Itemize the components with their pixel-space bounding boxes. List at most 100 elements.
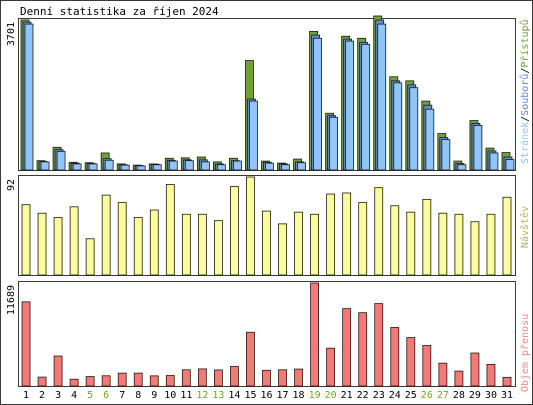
- x-tick-label: 10: [164, 390, 176, 401]
- bar-pages: [152, 164, 162, 171]
- bar-pages: [104, 159, 114, 171]
- chart-panels: 3701Stránek/Souborů/Přístupů92Návštěv116…: [6, 15, 531, 392]
- bar-visits: [101, 194, 111, 276]
- bar-pages: [505, 159, 515, 171]
- y-legend: Objem přenosu: [519, 314, 531, 392]
- bar-visits: [326, 193, 336, 276]
- bar-pages: [489, 152, 499, 171]
- bar-bandwidth: [117, 372, 127, 387]
- x-tick-label: 16: [260, 390, 272, 401]
- bar-visits: [486, 213, 496, 276]
- x-tick-label: 7: [119, 390, 125, 401]
- bar-visits: [422, 198, 432, 276]
- bar-bandwidth: [214, 369, 223, 387]
- x-tick-label: 12: [196, 390, 208, 401]
- x-tick-label: 19: [309, 390, 321, 401]
- bar-bandwidth: [486, 364, 496, 387]
- bar-visits: [406, 211, 416, 276]
- bar-visits: [358, 202, 368, 276]
- bar-bandwidth: [470, 352, 480, 387]
- x-tick-label: 13: [212, 390, 224, 401]
- x-tick-label: 26: [421, 390, 433, 401]
- x-tick-label: 1: [23, 390, 29, 401]
- bar-visits: [85, 238, 95, 276]
- x-axis-labels: 1 2 3 4 5 6 7 8 9 10 11 12 13 14 15 16 17 18 19 20 21 22 23 24 2…: [23, 390, 513, 401]
- x-tick-label: 3: [55, 390, 61, 401]
- x-tick-label: 27: [437, 390, 449, 401]
- bar-pages: [265, 162, 274, 171]
- bar-visits: [342, 192, 352, 276]
- bar-pages: [345, 40, 355, 171]
- bar-pages: [377, 23, 387, 171]
- bar-visits: [69, 206, 79, 276]
- bar-visits: [149, 209, 159, 276]
- bar-pages: [249, 100, 258, 171]
- bar-visits: [53, 217, 63, 276]
- bar-bandwidth: [438, 362, 448, 387]
- y-legend-part: Souborů: [519, 74, 531, 116]
- x-tick-label: 20: [325, 390, 337, 401]
- bar-visits: [278, 223, 287, 276]
- bar-pages: [40, 161, 50, 171]
- bar-visits: [117, 202, 127, 276]
- x-tick-label: 4: [71, 390, 77, 401]
- bar-visits: [181, 213, 191, 276]
- bar-bandwidth: [406, 337, 416, 387]
- bar-bandwidth: [422, 345, 432, 387]
- bar-bandwidth: [165, 375, 175, 387]
- y-legend-part: /: [520, 116, 531, 122]
- bar-visits: [21, 204, 31, 276]
- y-legend-part: Přístupů: [519, 19, 531, 67]
- panel-frame: [18, 175, 516, 276]
- bar-visits: [390, 205, 400, 276]
- bar-bandwidth: [85, 376, 95, 387]
- y-legend: Návštěv: [519, 206, 531, 248]
- bar-pages: [72, 163, 82, 171]
- bar-pages: [457, 164, 467, 171]
- bar-pages: [473, 125, 483, 171]
- y-legend-part: /: [520, 68, 531, 74]
- bar-pages: [329, 116, 339, 171]
- bar-visits: [37, 212, 47, 276]
- bar-bandwidth: [133, 372, 143, 387]
- x-tick-label: 9: [151, 390, 157, 401]
- bar-bandwidth: [230, 365, 239, 387]
- bar-pages: [24, 23, 34, 171]
- bar-pages: [297, 162, 306, 171]
- bar-visits: [246, 176, 255, 276]
- bar-visits: [230, 186, 239, 276]
- bar-visits: [197, 213, 207, 276]
- bar-visits: [294, 211, 303, 276]
- bar-pages: [361, 43, 371, 171]
- bar-visits: [214, 220, 223, 276]
- panel-3: 11689 Objem přenosu: [6, 281, 531, 392]
- y-legend: Stránek/Souborů/Přístupů: [519, 19, 531, 164]
- bar-bandwidth: [358, 312, 368, 387]
- x-tick-label: 21: [341, 390, 353, 401]
- bar-pages: [184, 160, 194, 171]
- x-tick-label: 15: [244, 390, 256, 401]
- bar-visits: [502, 196, 512, 276]
- x-tick-label: 6: [103, 390, 109, 401]
- bar-bandwidth: [326, 347, 336, 387]
- bar-bandwidth: [310, 282, 319, 387]
- bar-pages: [281, 164, 290, 171]
- bar-visits: [310, 213, 319, 276]
- bar-visits: [165, 184, 175, 276]
- bar-bandwidth: [374, 303, 384, 387]
- x-tick-label: 14: [228, 390, 240, 401]
- x-tick-label: 31: [501, 390, 513, 401]
- x-tick-label: 28: [453, 390, 465, 401]
- x-tick-label: 24: [389, 390, 401, 401]
- bar-pages: [409, 87, 419, 171]
- bar-bandwidth: [502, 376, 512, 387]
- panel-frame: [18, 281, 516, 387]
- bar-visits: [454, 213, 464, 276]
- bar-pages: [313, 37, 322, 171]
- x-tick-label: 25: [405, 390, 417, 401]
- bar-bandwidth: [101, 375, 111, 387]
